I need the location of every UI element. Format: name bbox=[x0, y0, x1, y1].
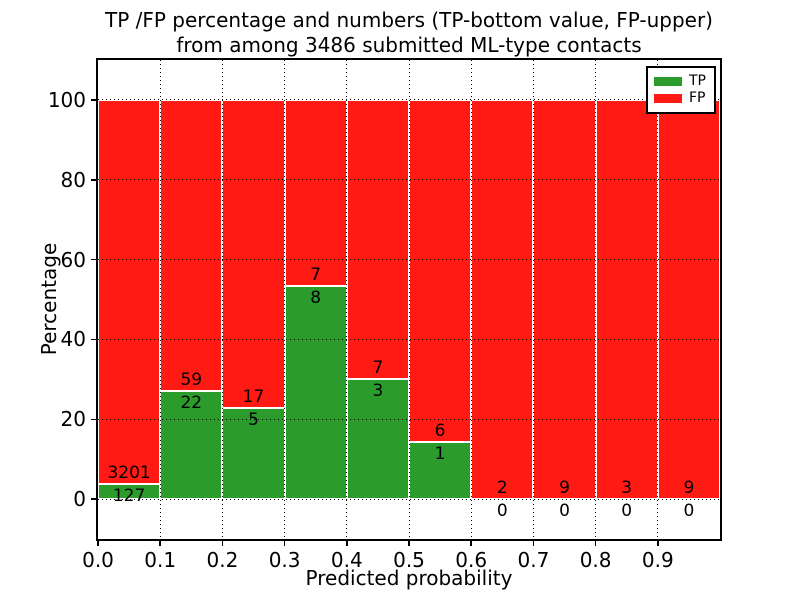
y-tick-label: 0 bbox=[73, 487, 86, 512]
bar-fp-segment bbox=[160, 99, 223, 391]
chart-title: TP /FP percentage and numbers (TP-bottom… bbox=[98, 8, 720, 58]
tp-count-label: 0 bbox=[683, 501, 695, 522]
fp-count-label: 6 bbox=[434, 421, 446, 442]
x-axis-label: Predicted probability bbox=[305, 566, 513, 590]
fp-color-swatch bbox=[654, 94, 682, 103]
chart-title-line2: from among 3486 submitted ML-type contac… bbox=[176, 33, 642, 57]
tp-count-label: 1 bbox=[434, 444, 446, 465]
fp-count-label: 3201 bbox=[107, 462, 151, 483]
y-tick-mark bbox=[91, 258, 96, 261]
fp-count-label: 3 bbox=[621, 478, 633, 499]
tp-count-label: 127 bbox=[112, 485, 146, 506]
y-gridline bbox=[98, 259, 720, 261]
y-tick-mark bbox=[91, 179, 96, 181]
legend-item: FP bbox=[654, 90, 708, 106]
fp-count-label: 59 bbox=[180, 369, 203, 390]
y-tick-label: 40 bbox=[60, 327, 86, 352]
x-tick-label: 0.7 bbox=[517, 548, 550, 572]
bar-tp-segment bbox=[98, 483, 161, 500]
x-tick-mark bbox=[470, 541, 472, 546]
bar-tp-segment bbox=[222, 408, 285, 500]
y-tick-label: 60 bbox=[60, 247, 86, 272]
y-tick-mark bbox=[91, 498, 96, 500]
bar-fp-segment bbox=[409, 99, 472, 443]
y-tick-label: 20 bbox=[60, 407, 86, 432]
x-tick-label: 0.1 bbox=[144, 548, 177, 572]
x-gridline bbox=[408, 60, 410, 539]
bar-fp-segment bbox=[533, 99, 596, 500]
y-gridline bbox=[98, 498, 720, 500]
x-tick-label: 0.5 bbox=[393, 548, 425, 572]
x-tick-mark bbox=[408, 541, 410, 546]
y-tick-mark bbox=[91, 338, 96, 341]
y-gridline bbox=[98, 99, 720, 101]
x-gridline bbox=[595, 60, 597, 539]
x-gridline bbox=[470, 60, 472, 539]
y-tick-mark bbox=[91, 99, 96, 101]
tp-count-label: 5 bbox=[248, 410, 259, 431]
y-gridline bbox=[98, 418, 720, 420]
x-tick-mark bbox=[221, 541, 224, 546]
x-tick-label: 0.2 bbox=[206, 548, 239, 572]
x-tick-label: 0.6 bbox=[455, 548, 488, 572]
bar-tp-segment bbox=[346, 379, 409, 500]
fp-count-label: 2 bbox=[496, 478, 508, 499]
y-axis-label: Percentage bbox=[37, 242, 61, 356]
legend-item: TP bbox=[654, 73, 708, 89]
plot-area: 3201 127 59 22 17 5 7 8 7 3 6 1 2 0 9 0 3 0 9 0 0.0 0.1 0.2 0.… bbox=[37, 58, 722, 590]
fp-count-label: 7 bbox=[372, 358, 384, 379]
x-gridline bbox=[532, 60, 534, 539]
x-tick-label: 0.8 bbox=[579, 548, 612, 572]
y-gridline bbox=[98, 179, 720, 181]
x-gridline bbox=[221, 60, 223, 539]
y-tick-label: 100 bbox=[47, 87, 86, 112]
x-tick-mark bbox=[532, 541, 535, 546]
bar-fp-segment bbox=[471, 99, 534, 500]
bar-tp-segment bbox=[284, 286, 347, 500]
x-tick-label: 0.9 bbox=[641, 548, 674, 572]
x-tick-label: 0.0 bbox=[82, 548, 114, 572]
legend-label: FP bbox=[689, 90, 706, 106]
tp-count-label: 3 bbox=[372, 381, 384, 402]
fp-count-label: 9 bbox=[683, 478, 695, 499]
x-gridline bbox=[284, 60, 286, 539]
x-tick-label: 0.3 bbox=[268, 548, 301, 572]
x-gridline bbox=[657, 60, 659, 539]
tp-count-label: 0 bbox=[559, 501, 570, 522]
x-tick-mark bbox=[159, 541, 161, 546]
fp-count-label: 9 bbox=[559, 478, 570, 499]
legend-label: TP bbox=[689, 73, 706, 89]
x-tick-mark bbox=[283, 541, 286, 546]
legend: TP FP bbox=[646, 66, 716, 114]
tp-count-label: 22 bbox=[180, 392, 203, 413]
bar-fp-segment bbox=[346, 99, 409, 380]
bar-fp-segment bbox=[595, 99, 658, 500]
x-gridline bbox=[159, 60, 161, 539]
bar-fp-segment bbox=[222, 99, 285, 409]
fp-count-label: 17 bbox=[242, 387, 265, 408]
x-tick-mark bbox=[594, 541, 597, 546]
tp-count-label: 8 bbox=[310, 288, 322, 309]
tp-count-label: 0 bbox=[621, 501, 633, 522]
fp-count-label: 7 bbox=[310, 265, 322, 286]
bar-fp-segment bbox=[657, 99, 720, 500]
bar-fp-segment bbox=[98, 99, 161, 484]
y-tick-label: 80 bbox=[60, 167, 86, 192]
bar-tp-segment bbox=[409, 442, 472, 500]
tp-color-swatch bbox=[654, 77, 682, 86]
chart-title-line1: TP /FP percentage and numbers (TP-bottom… bbox=[105, 8, 713, 32]
x-tick-mark bbox=[346, 541, 348, 546]
y-tick-mark bbox=[91, 418, 96, 420]
y-gridline bbox=[98, 338, 720, 340]
x-tick-label: 0.4 bbox=[330, 548, 363, 572]
bar-fp-segment bbox=[284, 99, 347, 287]
bar-tp-segment bbox=[160, 390, 223, 500]
tp-count-label: 0 bbox=[496, 501, 508, 522]
x-tick-mark bbox=[657, 541, 659, 546]
x-tick-mark bbox=[97, 541, 99, 546]
x-gridline bbox=[346, 60, 348, 539]
